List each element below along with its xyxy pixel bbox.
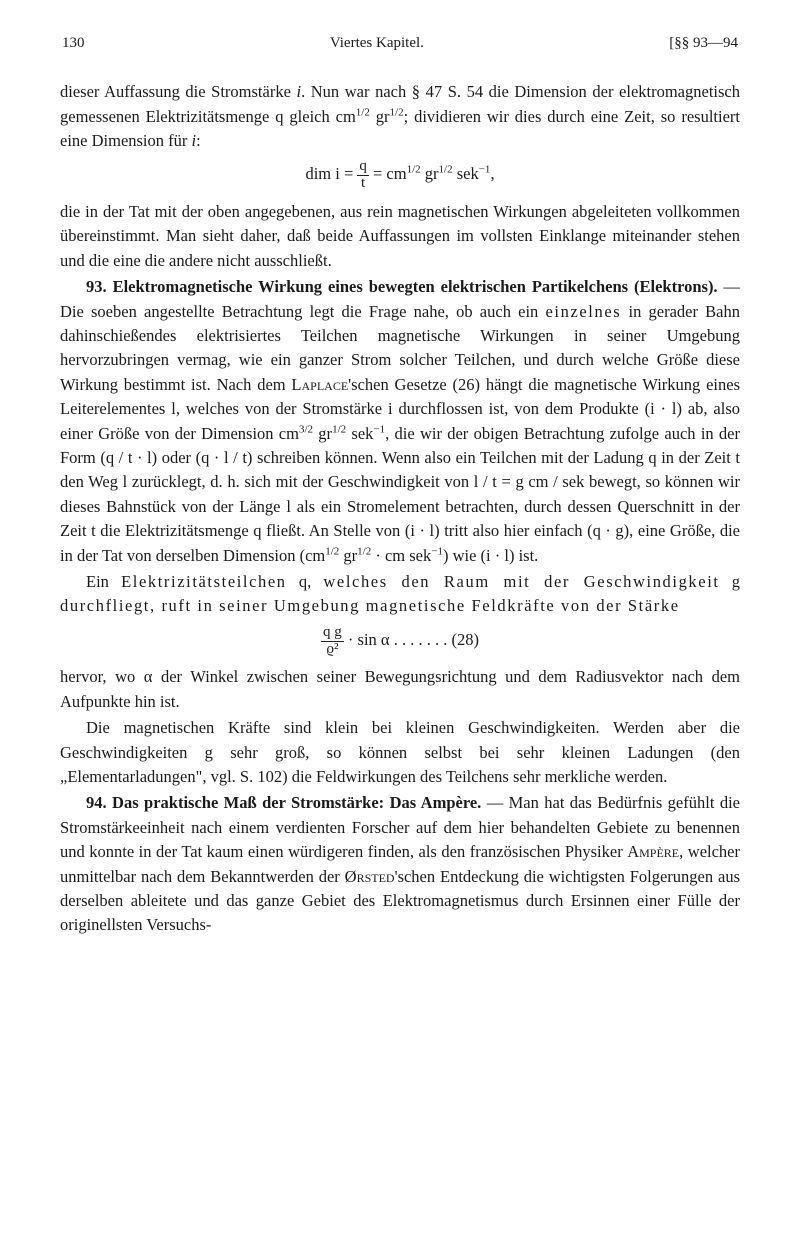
fraction: q g ϱ² <box>321 625 344 658</box>
text: q, <box>287 572 324 591</box>
page-number: 130 <box>62 32 85 54</box>
denominator: t <box>357 176 369 192</box>
section-number: 93. <box>86 277 107 296</box>
text: : <box>196 131 201 150</box>
para-4: Ein Elektrizitätsteilchen q, welches den… <box>60 570 740 619</box>
text: gr <box>370 107 390 126</box>
exp: 1/2 <box>356 106 370 118</box>
text: g <box>720 572 740 591</box>
exp: −1 <box>479 164 491 176</box>
eq-text: , <box>490 164 494 183</box>
denominator: ϱ² <box>321 642 344 658</box>
section-title: Das praktische Maß der Stromstärke: Das … <box>107 793 482 812</box>
text: Ein <box>86 572 121 591</box>
text: gr <box>313 424 332 443</box>
text: dieser Auffassung die Stromstärke <box>60 82 296 101</box>
exp: 1/2 <box>390 106 404 118</box>
section-title: Elektromagnetische Wirkung eines bewegte… <box>107 277 718 296</box>
exp: 1/2 <box>357 545 371 557</box>
eq-ref: (28) <box>451 630 479 649</box>
eq-text: dim i = <box>305 164 357 183</box>
para-1: dieser Auffassung die Stromstärke i. Nun… <box>60 80 740 153</box>
text: sek <box>346 424 373 443</box>
eq-dots: . . . . . . . <box>394 630 452 649</box>
para-5: hervor, wo α der Winkel zwischen seiner … <box>60 665 740 714</box>
exp: −1 <box>373 423 385 435</box>
text: · cm sek <box>371 546 431 565</box>
exp: 1/2 <box>407 164 421 176</box>
para-7: 94. Das praktische Maß der Stromstärke: … <box>60 791 740 937</box>
person-name: Ampère <box>627 842 679 861</box>
emphasis: welches den Raum mit der Geschwindigkeit <box>323 572 719 591</box>
person-name: Ørsted <box>345 867 395 886</box>
fraction: q t <box>357 159 369 192</box>
exp: 1/2 <box>332 423 346 435</box>
exp: 1/2 <box>439 164 453 176</box>
section-range: [§§ 93—94 <box>669 32 738 54</box>
emphasis: Elektrizitätsteilchen <box>121 572 287 591</box>
exp: 3/2 <box>299 423 313 435</box>
chapter-title: Viertes Kapitel. <box>85 32 670 54</box>
eq-text: gr <box>421 164 439 183</box>
text: ) wie (i · l) ist. <box>443 546 538 565</box>
section-number: 94. <box>86 793 107 812</box>
text: gr <box>339 546 357 565</box>
eq-text: · sin α <box>348 630 390 649</box>
numerator: q <box>357 159 369 176</box>
exp: −1 <box>431 545 443 557</box>
text: , die wir der obigen Betrachtung zufolge… <box>60 424 740 565</box>
eq-text: = cm <box>373 164 407 183</box>
para-3: 93. Elektromagnetische Wirkung eines bew… <box>60 275 740 568</box>
running-header: 130 Viertes Kapitel. [§§ 93—94 <box>60 32 740 54</box>
page: 130 Viertes Kapitel. [§§ 93—94 dieser Au… <box>0 0 800 980</box>
person-name: Laplace <box>291 375 348 394</box>
emphasis: durchfliegt, ruft in seiner Umgebung mag… <box>60 596 680 615</box>
numerator: q g <box>321 625 344 642</box>
exp: 1/2 <box>325 545 339 557</box>
para-6: Die magnetischen Kräfte sind klein bei k… <box>60 716 740 789</box>
equation-dim-i: dim i = q t = cm1/2 gr1/2 sek−1, <box>60 159 740 192</box>
para-2: die in der Tat mit der oben angegebenen,… <box>60 200 740 273</box>
eq-text: sek <box>453 164 479 183</box>
equation-28: q g ϱ² · sin α . . . . . . . (28) <box>60 625 740 658</box>
emphasis: einzelnes <box>546 302 622 321</box>
